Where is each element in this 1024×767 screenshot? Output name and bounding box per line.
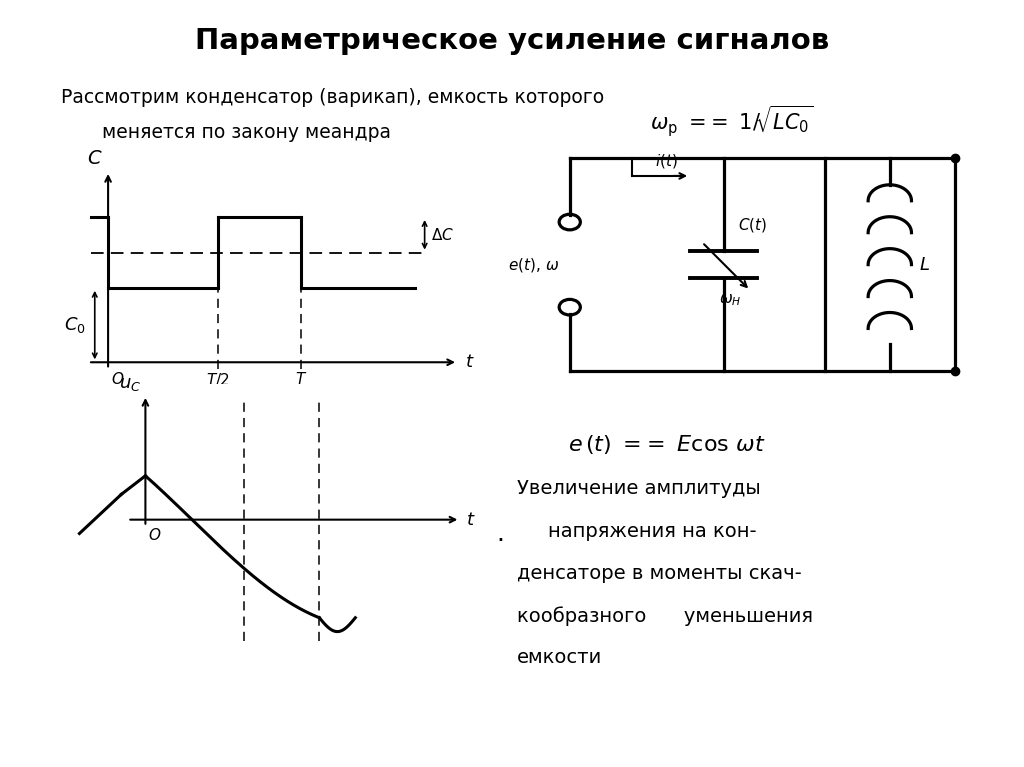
Text: напряжения на кон-: напряжения на кон- [548,522,757,541]
Text: $i(t)$: $i(t)$ [654,152,678,170]
Text: Увеличение амплитуды: Увеличение амплитуды [517,479,761,499]
Text: $T$: $T$ [295,371,307,387]
Text: $e(t),\,\omega$: $e(t),\,\omega$ [509,255,560,274]
Text: $C$: $C$ [87,149,102,167]
Text: $\Delta C$: $\Delta C$ [431,227,455,243]
Text: $C(t)$: $C(t)$ [738,216,767,234]
Text: $\omega_{\rm p}\ =\!=\ 1/\!\sqrt{LC_0}$: $\omega_{\rm p}\ =\!=\ 1/\!\sqrt{LC_0}$ [650,104,814,139]
Text: емкости: емкости [517,648,602,667]
Text: $t$: $t$ [465,354,474,371]
Text: Параметрическое усиление сигналов: Параметрическое усиление сигналов [195,27,829,55]
Text: $C_0$: $C_0$ [63,315,86,335]
Text: денсаторе в моменты скач-: денсаторе в моменты скач- [517,564,802,583]
Text: Рассмотрим конденсатор (варикап), емкость которого: Рассмотрим конденсатор (варикап), емкост… [61,88,604,107]
Text: $O$: $O$ [148,527,162,542]
Text: ·: · [497,529,505,553]
Text: $O$: $O$ [112,371,125,387]
Text: меняется по закону меандра: меняется по закону меандра [102,123,391,142]
Text: $L$: $L$ [919,255,930,274]
Text: $u_C$: $u_C$ [120,375,141,393]
Text: $e\,(t)\ =\!=\ E\cos\,\omega t$: $e\,(t)\ =\!=\ E\cos\,\omega t$ [568,433,766,456]
Text: $t$: $t$ [466,511,476,528]
Text: $\omega_H$: $\omega_H$ [719,292,741,308]
Text: $T/2$: $T/2$ [206,371,230,388]
Text: кообразного      уменьшения: кообразного уменьшения [517,606,813,626]
